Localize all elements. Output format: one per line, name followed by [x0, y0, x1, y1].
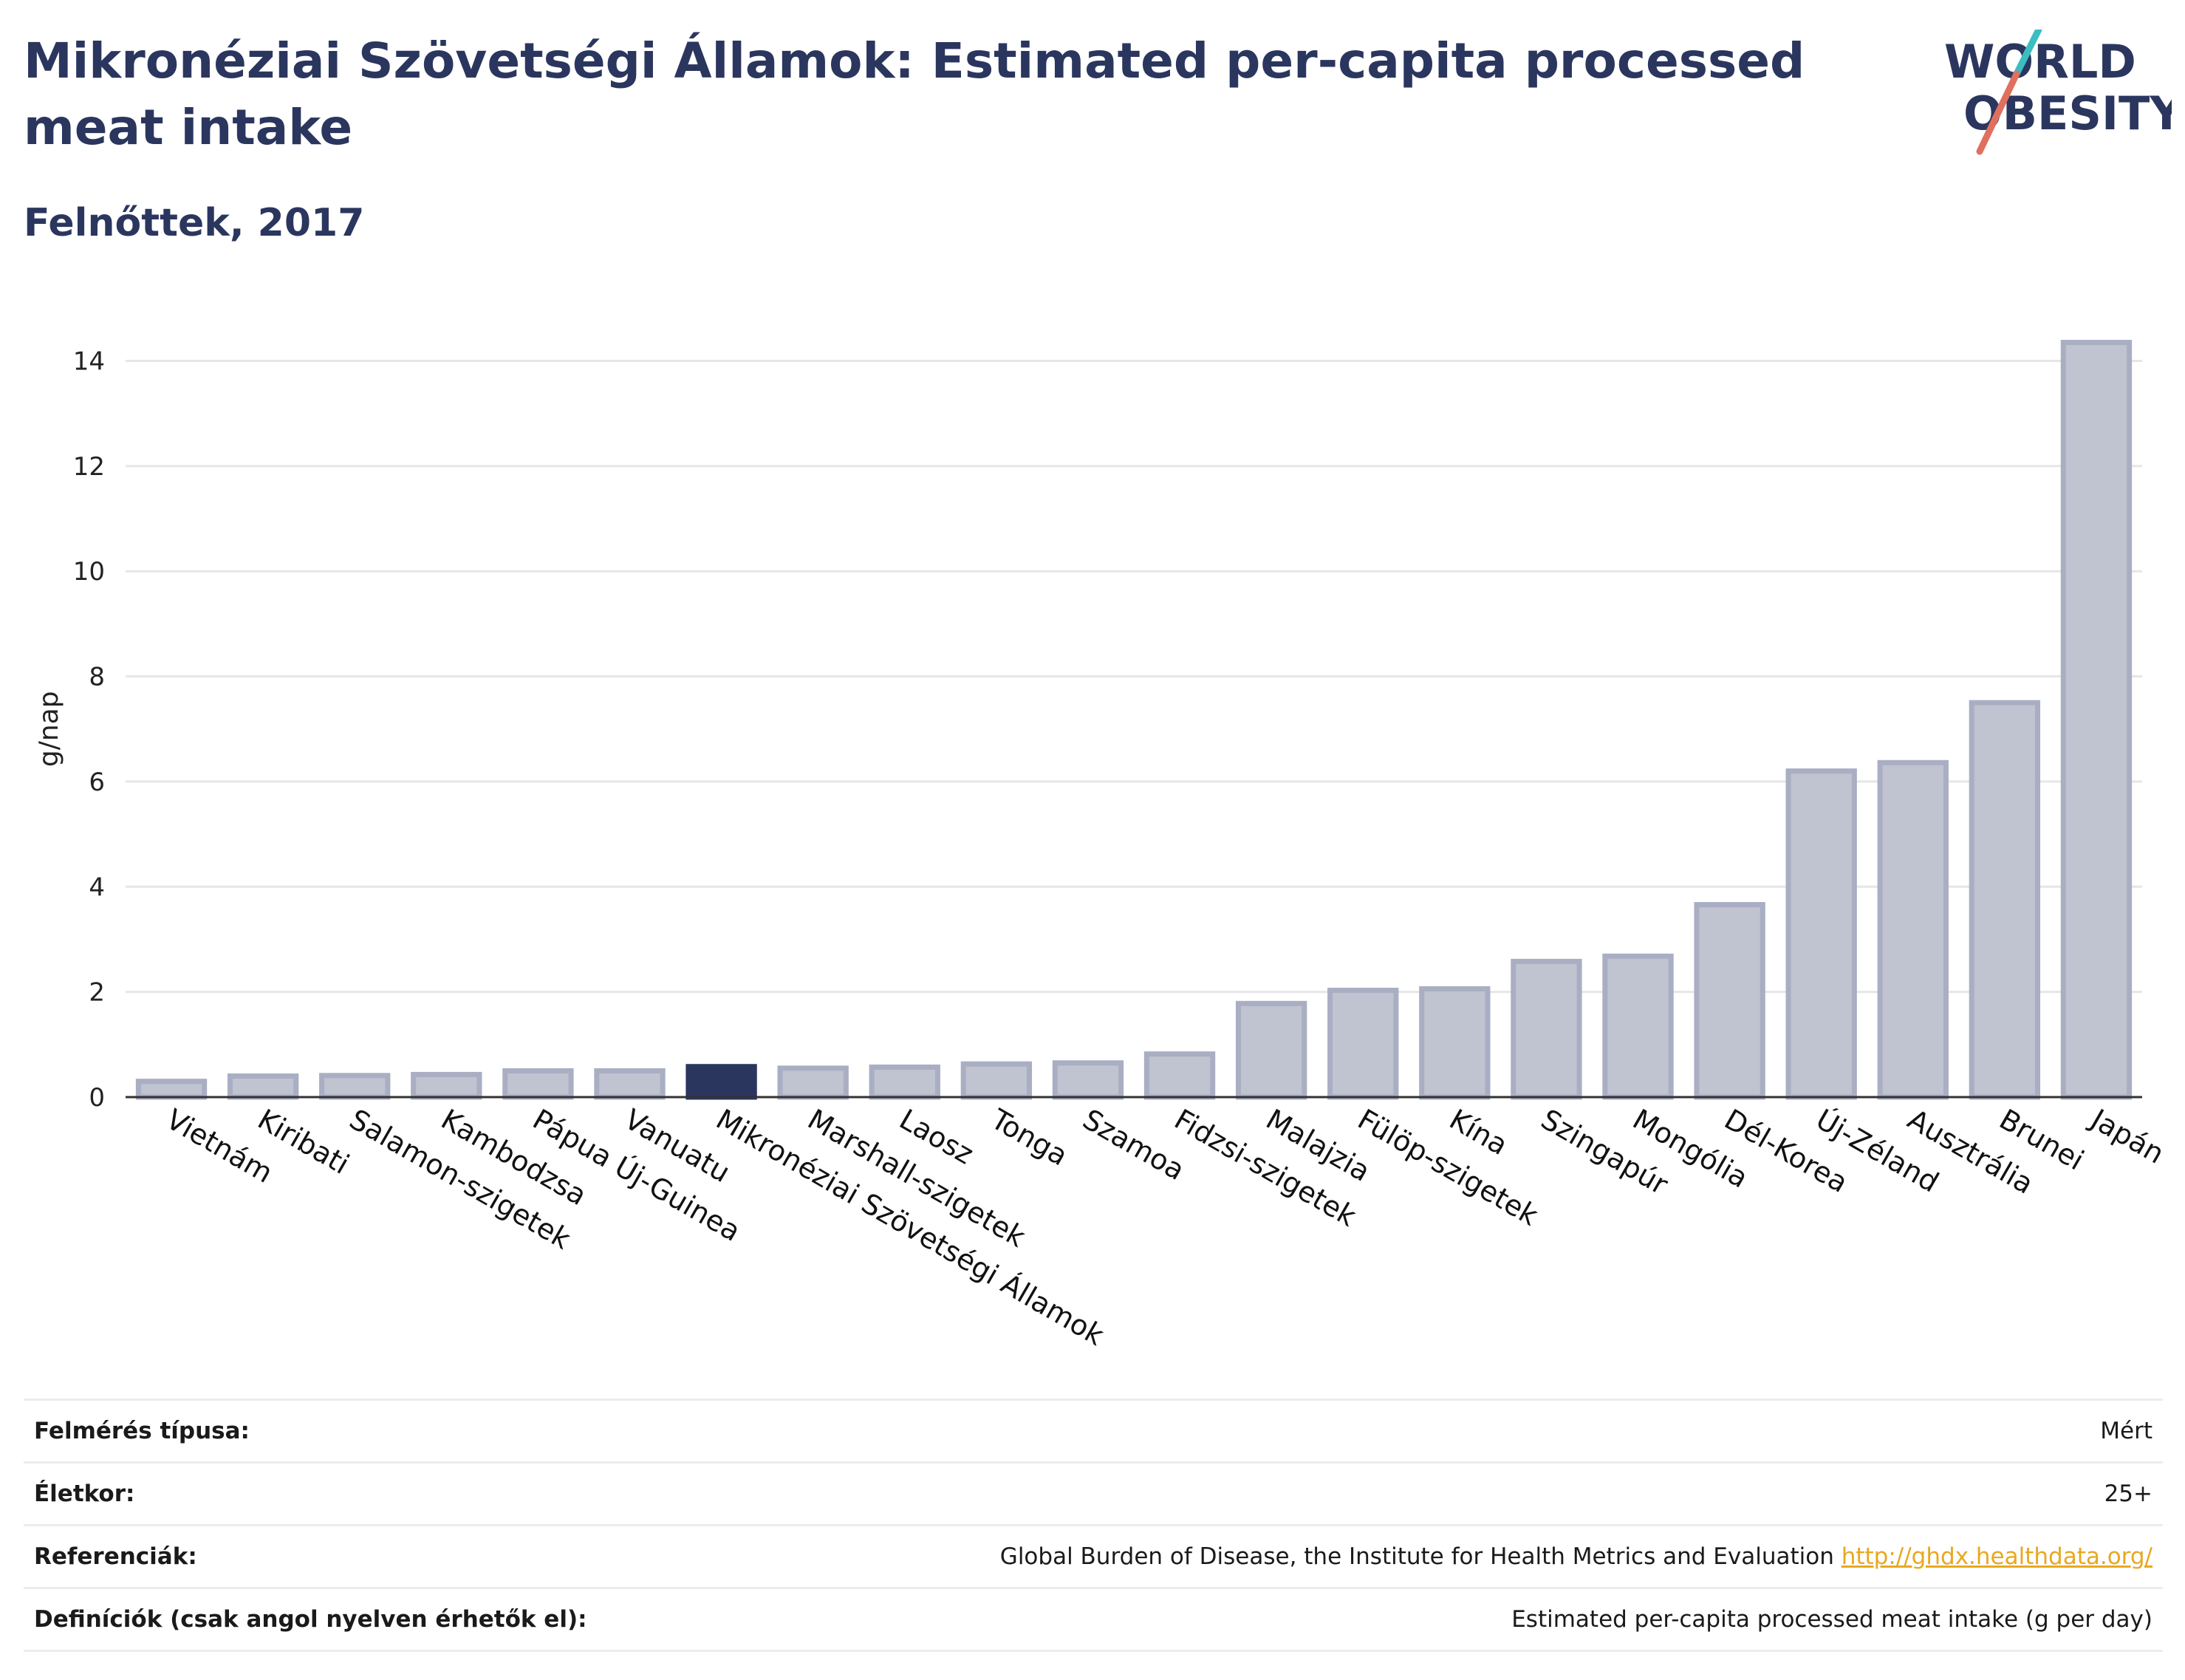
- bar: [1785, 768, 1857, 1100]
- bar: [1877, 759, 1949, 1100]
- x-tick-label: Fülöp-szigetek: [1353, 1103, 1544, 1232]
- meta-value: Estimated per-capita processed meat inta…: [1511, 1606, 2152, 1633]
- bar-chart: 02468101214g/napVietnámKiribatiSalamon-s…: [34, 340, 2170, 1352]
- x-tick-label: Szamoa: [1077, 1103, 1190, 1187]
- bar: [1694, 901, 1765, 1100]
- meta-label: Felmérés típusa:: [34, 1418, 250, 1444]
- bar: [777, 1065, 849, 1100]
- bar: [2060, 340, 2133, 1100]
- meta-value: 25+: [2104, 1481, 2152, 1507]
- y-tick-label: 4: [89, 873, 105, 902]
- bar: [502, 1068, 574, 1100]
- bar: [1602, 953, 1674, 1100]
- bar: [960, 1061, 1033, 1100]
- bar: [227, 1073, 299, 1100]
- x-tick-label: Tonga: [985, 1102, 1073, 1172]
- meta-label: Referenciák:: [34, 1543, 197, 1570]
- bar: [1235, 1000, 1307, 1100]
- bar: [1969, 700, 2041, 1100]
- reference-text: Global Burden of Disease, the Institute …: [999, 1543, 1834, 1570]
- y-tick-label: 6: [89, 768, 105, 797]
- y-tick-label: 10: [73, 557, 105, 587]
- bar: [869, 1064, 940, 1100]
- y-tick-label: 2: [89, 978, 105, 1008]
- logo-slash-bottom: [1976, 70, 2020, 155]
- bar: [594, 1068, 666, 1100]
- x-tick-label: Japán: [2085, 1102, 2170, 1170]
- chart-subtitle: Felnőttek, 2017: [24, 201, 365, 245]
- bar: [411, 1071, 482, 1100]
- bar: [685, 1064, 757, 1100]
- y-tick-label: 12: [73, 452, 105, 482]
- bar: [1327, 988, 1399, 1100]
- reference-link[interactable]: http://ghdx.healthdata.org/: [1841, 1543, 2152, 1570]
- bar: [319, 1073, 391, 1100]
- logo-line1: WORLD: [1944, 35, 2136, 89]
- meta-label: Életkor:: [34, 1481, 135, 1507]
- y-tick-label: 8: [89, 663, 105, 692]
- chart-title: Mikronéziai Szövetségi Államok: Estimate…: [24, 33, 1805, 156]
- logo-slash-top: [2013, 30, 2042, 78]
- meta-value: Global Burden of Disease, the Institute …: [1000, 1543, 2163, 1570]
- bar: [1052, 1060, 1124, 1100]
- bar: [1419, 986, 1491, 1100]
- y-axis-label: g/nap: [34, 691, 64, 767]
- y-tick-label: 14: [73, 346, 105, 376]
- meta-row-definitions: Definíciók (csak angol nyelven érhetők e…: [24, 1587, 2163, 1652]
- metadata-table: Felmérés típusa: Mért Életkor: 25+ Refer…: [24, 1399, 2163, 1652]
- meta-label: Definíciók (csak angol nyelven érhetők e…: [34, 1606, 587, 1633]
- bar: [1143, 1051, 1216, 1100]
- world-obesity-logo[interactable]: WORLD OBESITY: [1935, 30, 2172, 155]
- meta-row-survey-type: Felmérés típusa: Mért: [24, 1399, 2163, 1461]
- meta-row-age: Életkor: 25+: [24, 1461, 2163, 1524]
- bar: [135, 1079, 208, 1100]
- y-tick-label: 0: [89, 1083, 105, 1113]
- meta-row-references: Referenciák: Global Burden of Disease, t…: [24, 1524, 2163, 1587]
- meta-value: Mért: [2100, 1418, 2152, 1444]
- bar: [1511, 958, 1582, 1100]
